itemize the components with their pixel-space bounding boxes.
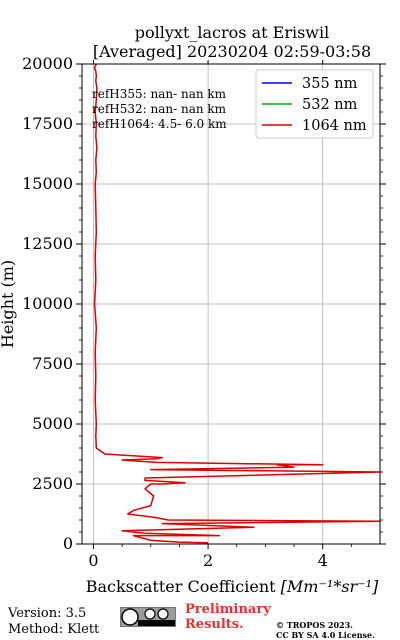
- copyright-line-1: © TROPOS 2023.: [276, 620, 353, 630]
- sa-icon: [157, 608, 169, 620]
- version-text: Version: 3.5: [8, 606, 87, 621]
- y-tick-label: 0: [63, 534, 73, 553]
- legend: 355 nm 532 nm 1064 nm: [255, 69, 374, 139]
- x-tick-label: 2: [203, 551, 213, 570]
- y-tick-label: 10000: [22, 294, 73, 313]
- reference-height-text: refH355: nan- nan km: [92, 87, 227, 101]
- y-tick-label: 12500: [22, 234, 73, 253]
- y-axis-label: Height (m): [0, 260, 17, 348]
- legend-box: [255, 69, 374, 139]
- y-tick-label: 2500: [32, 474, 73, 493]
- cc-icon: [121, 608, 139, 626]
- chart-subtitle: [Averaged] 20230204 02:59-03:58: [93, 42, 371, 61]
- reference-height-text: refH1064: 4.5- 6.0 km: [92, 117, 227, 131]
- x-tick-label: 0: [88, 551, 98, 570]
- x-axis-label-text: Backscatter Coefficient: [86, 577, 276, 596]
- x-axis-label-unit: [Mm⁻¹*sr⁻¹]: [281, 577, 379, 596]
- x-tick-label: 4: [318, 551, 328, 570]
- legend-label: 532 nm: [302, 97, 358, 113]
- reference-height-text: refH532: nan- nan km: [92, 102, 227, 116]
- cc-by-sa-badge: [120, 607, 176, 627]
- x-axis-label: Backscatter Coefficient [Mm⁻¹*sr⁻¹]: [86, 577, 379, 596]
- series-line-1064-nm: [93, 63, 381, 544]
- legend-label: 355 nm: [302, 76, 358, 92]
- legend-label: 1064 nm: [302, 118, 367, 134]
- y-tick-label: 17500: [22, 114, 73, 133]
- copyright-notice: © TROPOS 2023. CC BY SA 4.0 License.: [276, 620, 375, 640]
- copyright-line-2: CC BY SA 4.0 License.: [276, 630, 375, 640]
- preliminary-line-1: Preliminary: [185, 602, 271, 617]
- preliminary-notice: Preliminary Results.: [185, 602, 271, 632]
- axis-ticks: [76, 60, 386, 549]
- by-icon: [144, 608, 156, 620]
- y-tick-label: 5000: [32, 414, 73, 433]
- badge-strip: [138, 620, 175, 626]
- y-tick-label: 7500: [32, 354, 73, 373]
- profile-chart: pollyxt_lacros at Eriswil [Averaged] 202…: [0, 23, 386, 596]
- preliminary-line-2: Results.: [185, 617, 244, 632]
- chart-title: pollyxt_lacros at Eriswil: [135, 23, 329, 42]
- y-tick-label: 15000: [22, 174, 73, 193]
- series-lines: [93, 63, 381, 544]
- tick-labels: 0 2 4 0 2500 5000 7500 10000 12500 15000 17500 2000…: [22, 54, 328, 570]
- method-text: Method: Klett: [8, 622, 100, 637]
- y-tick-label: 20000: [22, 54, 73, 73]
